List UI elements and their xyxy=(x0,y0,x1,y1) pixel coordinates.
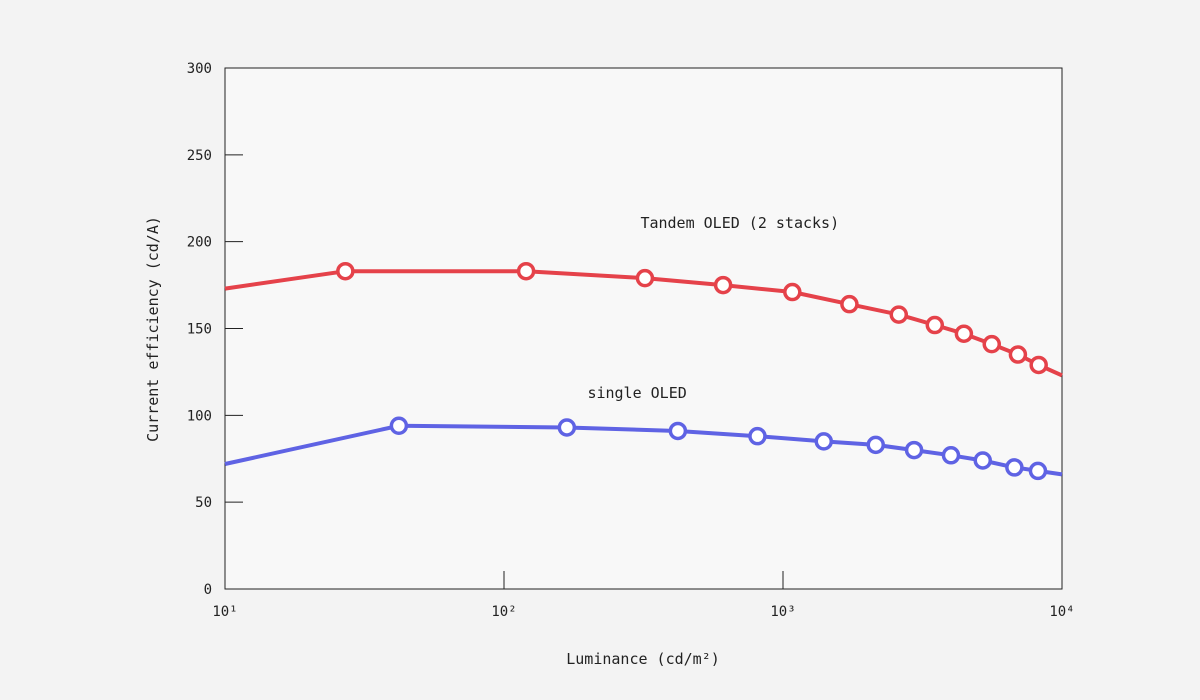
data-point xyxy=(748,426,767,446)
y-tick-label: 100 xyxy=(187,408,212,424)
y-axis: 0 50 100 150 200 250 300 xyxy=(187,61,243,598)
series-layer xyxy=(224,261,1063,481)
data-point xyxy=(941,446,961,465)
y-tick-label: 250 xyxy=(187,148,212,164)
data-point xyxy=(1029,355,1048,375)
x-axis: 10¹ 10² 10³ 10⁴ xyxy=(212,571,1075,620)
series-annotation: single OLED xyxy=(587,384,686,402)
data-point xyxy=(982,334,1001,354)
y-tick-label: 0 xyxy=(204,582,212,598)
data-point xyxy=(1008,345,1028,364)
series-annotation: Tandem OLED (2 stacks) xyxy=(640,214,839,232)
data-point xyxy=(516,261,536,281)
x-axis-title: Luminance (cd/m²) xyxy=(566,650,720,668)
data-point xyxy=(668,421,688,441)
y-tick-label: 200 xyxy=(187,235,212,251)
data-point xyxy=(973,451,993,470)
x-tick-label: 10² xyxy=(491,604,516,620)
data-point xyxy=(336,261,355,281)
data-point xyxy=(713,275,733,295)
data-point xyxy=(840,294,859,314)
x-tick-label: 10¹ xyxy=(212,604,237,620)
y-axis-title: Current efficiency (cd/A) xyxy=(144,216,162,442)
data-point xyxy=(866,435,886,455)
y-tick-label: 50 xyxy=(195,495,212,511)
data-point xyxy=(925,315,945,335)
annotation-layer: Tandem OLED (2 stacks) single OLED xyxy=(587,214,839,402)
data-point xyxy=(889,305,909,324)
data-point xyxy=(904,440,924,460)
y-tick-label: 150 xyxy=(187,322,212,338)
y-tick-label: 300 xyxy=(187,61,212,77)
data-point xyxy=(783,282,802,302)
data-point xyxy=(1028,461,1048,481)
data-point xyxy=(389,416,409,436)
data-point xyxy=(814,432,834,451)
data-point xyxy=(1005,458,1024,477)
data-point xyxy=(557,418,577,437)
x-tick-label: 10³ xyxy=(770,604,795,620)
data-point xyxy=(954,324,974,343)
plot-area xyxy=(224,67,1063,590)
x-tick-label: 10⁴ xyxy=(1049,604,1074,620)
data-point xyxy=(635,268,655,288)
